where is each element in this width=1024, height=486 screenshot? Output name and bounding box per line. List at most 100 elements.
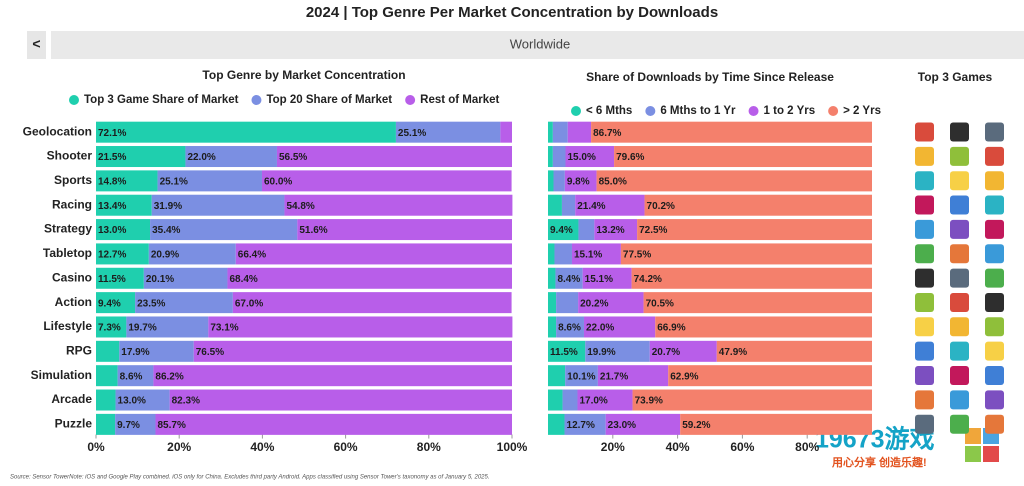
- region-label: Worldwide: [510, 36, 570, 51]
- category-label: RPG: [66, 343, 92, 357]
- game-icon: [915, 317, 934, 337]
- bar-segment: [553, 170, 565, 192]
- bar-segment: [115, 413, 156, 435]
- game-icon: [950, 146, 969, 166]
- legend-swatch: [645, 106, 656, 116]
- value-label: 19.7%: [128, 323, 156, 334]
- bar-segment: [555, 267, 583, 289]
- bar-segment: [261, 170, 512, 192]
- value-label: 72.5%: [639, 225, 667, 236]
- value-label: 73.9%: [635, 396, 663, 407]
- value-label: 11.5%: [550, 347, 578, 358]
- value-label: 35.4%: [152, 225, 180, 236]
- value-label: 70.2%: [647, 201, 675, 212]
- bar-segment: [605, 413, 681, 435]
- value-label: 86.2%: [155, 371, 183, 382]
- value-label: 12.7%: [567, 420, 595, 431]
- game-icon: [950, 195, 969, 215]
- category-label: Shooter: [47, 149, 93, 163]
- bar-segment: [96, 292, 136, 314]
- game-icon: [985, 244, 1004, 264]
- category-label: Racing: [52, 197, 92, 211]
- value-label: 19.9%: [587, 347, 615, 358]
- bar-segment: [96, 170, 158, 192]
- bar-segment: [96, 243, 149, 265]
- x-tick-label: 40%: [250, 440, 274, 454]
- value-label: 13.4%: [98, 201, 126, 212]
- bar-segment: [575, 194, 645, 216]
- value-label: 86.7%: [593, 128, 621, 139]
- bar-segment: [548, 146, 553, 168]
- game-icon: [985, 195, 1004, 215]
- value-label: 62.9%: [670, 371, 698, 382]
- bar-segment: [96, 146, 186, 168]
- value-label: 76.5%: [196, 347, 224, 358]
- bar-segment: [564, 170, 597, 192]
- back-button[interactable]: [27, 31, 46, 59]
- value-label: 20.1%: [146, 274, 174, 285]
- category-label: Simulation: [31, 368, 92, 382]
- value-label: 74.2%: [634, 274, 662, 285]
- legend-label: < 6 Mths: [586, 105, 632, 117]
- value-label: 9.4%: [98, 298, 121, 309]
- category-label: Tabletop: [43, 246, 92, 260]
- game-icon: [950, 244, 969, 264]
- bar-segment: [500, 121, 512, 143]
- bar-segment: [548, 194, 562, 216]
- bar-segment: [548, 267, 556, 289]
- bar-segment: [96, 365, 118, 387]
- category-label: Geolocation: [23, 124, 92, 138]
- value-label: 79.6%: [616, 152, 644, 163]
- bar-segment: [571, 243, 621, 265]
- value-label: 60.0%: [264, 177, 292, 188]
- bar-segment: [649, 340, 717, 362]
- category-label: Strategy: [44, 222, 92, 236]
- value-label: 9.8%: [567, 177, 590, 188]
- bar-segment: [126, 316, 209, 338]
- value-label: 22.0%: [586, 323, 614, 334]
- bar-segment: [548, 340, 586, 362]
- value-label: 68.4%: [229, 274, 257, 285]
- bar-segment: [276, 146, 512, 168]
- bar-segment: [208, 316, 513, 338]
- category-label: Arcade: [51, 392, 92, 406]
- bar-segment: [548, 316, 557, 338]
- game-icon: [985, 219, 1004, 239]
- value-label: 9.7%: [117, 420, 140, 431]
- value-label: 10.1%: [567, 371, 595, 382]
- bar-segment: [548, 219, 579, 241]
- game-icon: [950, 341, 969, 361]
- game-icon: [950, 317, 969, 337]
- game-icon: [915, 366, 934, 385]
- bar-segment: [96, 389, 116, 411]
- bar-segment: [680, 413, 872, 435]
- value-label: 14.8%: [98, 177, 126, 188]
- game-icon: [915, 268, 934, 288]
- value-label: 8.6%: [558, 323, 581, 334]
- legend-swatch: [828, 106, 839, 116]
- value-label: 13.2%: [596, 225, 624, 236]
- region-bar: [51, 31, 1024, 59]
- value-label: 85.0%: [599, 177, 627, 188]
- value-label: 47.9%: [719, 347, 747, 358]
- bar-segment: [155, 413, 512, 435]
- game-icon: [915, 341, 934, 361]
- bar-segment: [567, 121, 592, 143]
- bar-segment: [620, 243, 872, 265]
- bar-segment: [232, 292, 512, 314]
- bar-segment: [96, 340, 120, 362]
- back-icon[interactable]: <: [32, 36, 40, 52]
- legend-label: Rest of Market: [420, 94, 499, 106]
- legend-label: > 2 Yrs: [843, 105, 881, 117]
- value-label: 15.0%: [567, 152, 595, 163]
- value-label: 22.0%: [187, 152, 215, 163]
- category-label: Action: [55, 295, 92, 309]
- value-label: 8.6%: [120, 371, 143, 382]
- game-icon: [950, 414, 969, 434]
- game-icon: [985, 171, 1004, 191]
- chart-title: Top Genre by Market Concentration: [202, 68, 405, 82]
- bar-segment: [96, 194, 152, 216]
- legend-label: 6 Mths to 1 Yr: [660, 105, 736, 117]
- game-icon: [915, 122, 934, 142]
- value-label: 67.0%: [235, 298, 263, 309]
